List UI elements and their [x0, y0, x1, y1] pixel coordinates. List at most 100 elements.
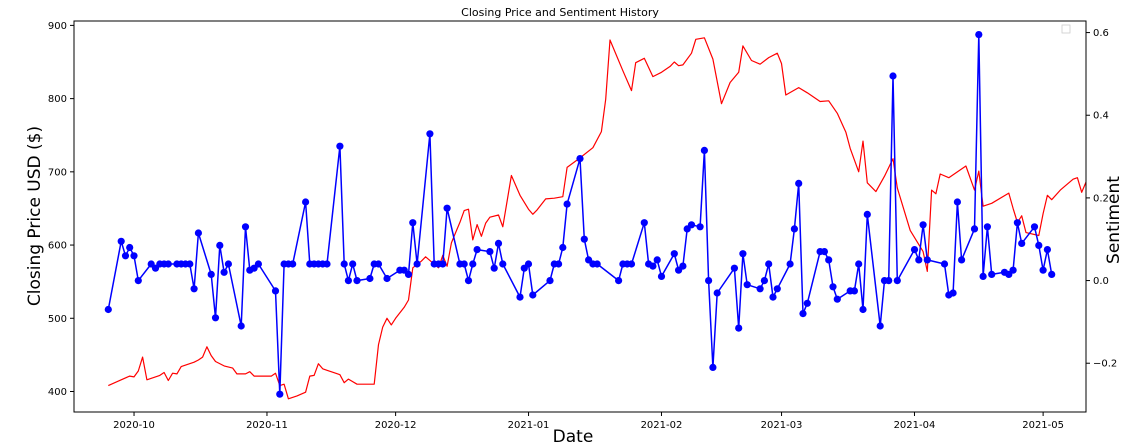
y2-tick-label: 0.4: [1093, 111, 1109, 122]
sentiment-point: [473, 246, 481, 254]
sentiment-point: [336, 142, 344, 150]
sentiment-point: [756, 285, 764, 293]
y-axis-left: 400 500 600 700 800 900: [48, 21, 74, 398]
x-tick-label: 2021-01: [508, 420, 550, 431]
sentiment-point: [657, 272, 666, 280]
sentiment-point: [302, 198, 310, 206]
sentiment-point: [216, 241, 224, 249]
sentiment-point: [863, 210, 871, 218]
sentiment-point: [829, 283, 837, 291]
sentiment-point: [696, 223, 704, 231]
sentiment-point: [979, 272, 987, 280]
sentiment-point: [700, 146, 709, 154]
sentiment-point: [207, 270, 215, 278]
sentiment-point: [524, 260, 533, 268]
sentiment-point: [383, 274, 391, 283]
sentiment-point: [130, 252, 138, 260]
sentiment-point: [494, 239, 503, 247]
sentiment-point: [426, 130, 434, 138]
sentiment-point: [790, 225, 799, 233]
sentiment-point: [464, 277, 473, 285]
sentiment-point: [705, 277, 713, 285]
sentiment-point: [709, 363, 717, 371]
y2-tick-label: −0.2: [1093, 359, 1117, 370]
sentiment-point: [833, 295, 841, 303]
sentiment-point: [640, 219, 648, 227]
sentiment-point: [349, 260, 357, 268]
sentiment-point: [958, 256, 966, 264]
y-tick-label: 600: [48, 241, 67, 252]
sentiment-point: [516, 293, 524, 301]
sentiment-point: [923, 256, 931, 264]
y2-tick-label: 0.0: [1093, 276, 1109, 287]
sentiment-point: [855, 260, 863, 268]
x-tick-label: 2020-12: [375, 420, 417, 431]
sentiment-point: [104, 305, 112, 314]
sentiment-point: [224, 260, 232, 268]
sentiment-point: [276, 390, 284, 398]
sentiment-point: [670, 250, 678, 258]
sentiment-point: [803, 299, 811, 307]
sentiment-point: [983, 223, 992, 231]
sentiment-point: [653, 256, 661, 264]
y2-axis-title: Sentiment: [1104, 176, 1124, 264]
sentiment-point: [374, 260, 383, 268]
x-tick-label: 2021-04: [894, 420, 936, 431]
y-tick-label: 800: [48, 94, 67, 105]
sentiment-point: [953, 198, 962, 206]
sentiment-point: [889, 72, 897, 80]
y-tick-label: 400: [48, 387, 67, 398]
sentiment-point: [499, 260, 507, 268]
sentiment-point: [121, 252, 130, 260]
x-tick-label: 2021-02: [641, 420, 683, 431]
sentiment-point: [126, 243, 134, 252]
sentiment-point: [186, 260, 194, 268]
sentiment-point: [1013, 219, 1022, 227]
x-tick-label: 2020-10: [113, 420, 155, 431]
x-tick-label: 2021-05: [1022, 420, 1064, 431]
sentiment-point: [340, 260, 348, 268]
price-series: [108, 37, 1087, 400]
sentiment-point: [559, 243, 567, 252]
sentiment-point: [773, 285, 781, 293]
sentiment-point: [460, 260, 468, 268]
sentiment-point: [820, 248, 829, 256]
sentiment-point: [254, 260, 262, 268]
sentiment-point: [975, 30, 983, 39]
sentiment-point: [743, 281, 751, 289]
sentiment-point: [271, 287, 280, 295]
sentiment-point: [713, 289, 721, 297]
sentiment-point: [469, 260, 477, 268]
y2-tick-label: 0.6: [1093, 28, 1109, 39]
sentiment-point: [1018, 239, 1026, 247]
sentiment-point: [593, 260, 601, 268]
y-tick-label: 500: [48, 314, 67, 325]
y-axis-right: −0.2 0.0 0.2 0.4 0.6: [1086, 28, 1117, 370]
sentiment-point: [687, 221, 696, 229]
sentiment-point: [353, 277, 361, 285]
sentiment-point: [366, 274, 374, 283]
sentiment-point: [323, 260, 331, 268]
sentiment-point: [580, 235, 588, 243]
x-axis: 2020-10 2020-11 2020-12 2021-01 2021-02 2021-…: [113, 412, 1064, 431]
sentiment-point: [563, 200, 571, 208]
sentiment-point: [439, 260, 447, 268]
chart-title: Closing Price and Sentiment History: [461, 6, 659, 19]
sentiment-point: [413, 260, 421, 268]
x-tick-label: 2021-03: [761, 420, 803, 431]
sentiment-point: [1048, 270, 1056, 278]
sentiment-point: [409, 219, 417, 227]
sentiment-point: [344, 277, 352, 285]
sentiment-point: [190, 285, 198, 293]
sentiment-point: [799, 310, 807, 318]
sentiment-point: [1030, 223, 1039, 231]
price-line: [108, 37, 1087, 400]
sentiment-point: [555, 260, 563, 268]
sentiment-point: [490, 264, 498, 272]
sentiment-point: [1035, 241, 1043, 249]
y-tick-label: 700: [48, 167, 67, 178]
sentiment-line: [107, 33, 1053, 395]
sentiment-point: [915, 256, 923, 264]
sentiment-point: [850, 287, 859, 295]
